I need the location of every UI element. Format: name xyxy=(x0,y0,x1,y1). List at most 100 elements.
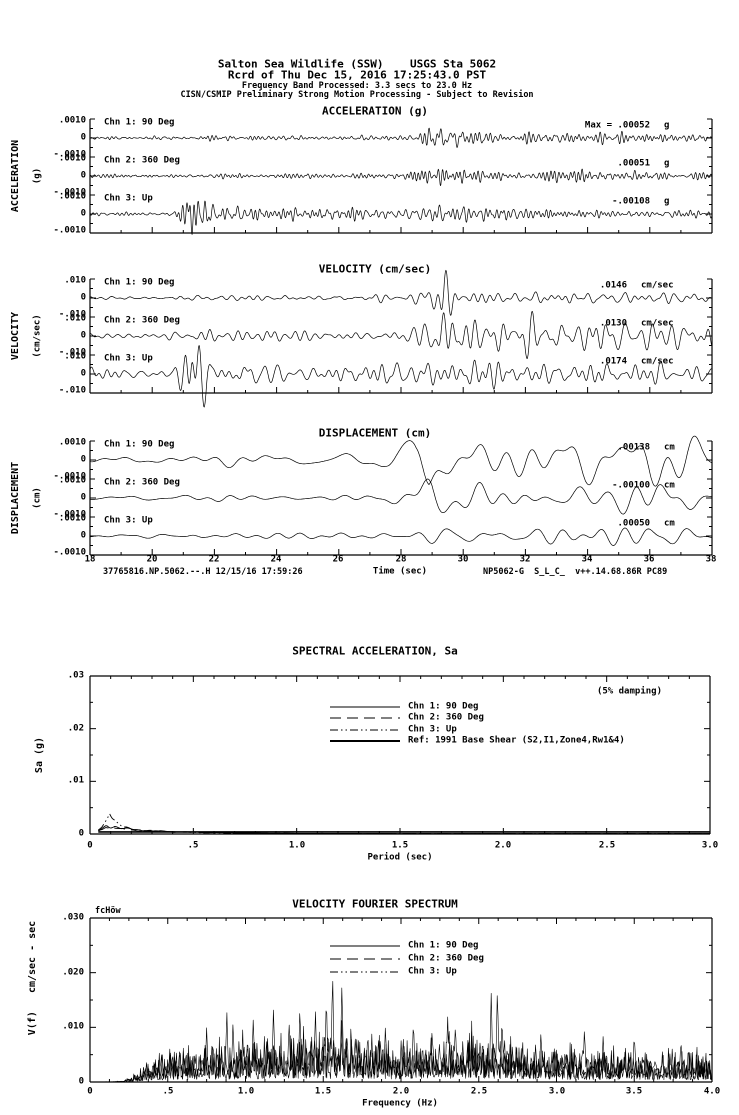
vel-ch3-ytick-bottom: -.010 xyxy=(58,385,86,396)
acc-ch1-max-unit: g xyxy=(664,120,670,131)
sa-legend-ch3: Chn 3: Up xyxy=(408,724,457,735)
time-tick-18: 18 xyxy=(84,554,96,565)
acc-ch2-ytick-bottom: -.0010 xyxy=(53,187,86,198)
disp-ch2-ytick-top: .0010 xyxy=(58,475,86,486)
station-title: Salton Sea Wildlife (SSW) USGS Sta 5062 xyxy=(217,57,497,71)
disp-ch2-ytick-zero: 0 xyxy=(80,492,86,503)
disp-ch2-max-value: -.00100 xyxy=(612,480,650,491)
sa-legend-ch2: Chn 2: 360 Deg xyxy=(408,712,484,723)
fourier-ytick-010: .010 xyxy=(62,1021,84,1032)
processing-note: CISN/CSMIP Preliminary Strong Motion Pro… xyxy=(180,89,534,100)
disp-ch1-ytick-zero: 0 xyxy=(80,454,86,465)
acc-ch2-label: Chn 2: 360 Deg xyxy=(104,155,180,166)
fourier-xtick-25: 2.5 xyxy=(470,1086,488,1097)
acceleration-section-title: ACCELERATION (g) xyxy=(322,104,428,118)
fourier-xlabel: Frequency (Hz) xyxy=(362,1098,438,1109)
fourier-legend-ch2: Chn 2: 360 Deg xyxy=(408,953,484,964)
time-tick-20: 20 xyxy=(146,554,158,565)
processing-version-footer: NP5062-G S_L_C_ v++.14.68.86R PC89 xyxy=(483,566,668,577)
disp-ch3-ytick-bottom: -.0010 xyxy=(53,547,86,558)
sa-ytick-03: .03 xyxy=(67,670,84,681)
acc-ch2-max-unit: g xyxy=(664,158,670,169)
acc-ch3-ytick-zero: 0 xyxy=(80,208,86,219)
acc-ch1-label: Chn 1: 90 Deg xyxy=(104,117,175,128)
vel-ch1-max-unit: cm/sec xyxy=(641,280,674,291)
sa-xlabel: Period (sec) xyxy=(367,852,433,863)
fourier-xtick-0: 0 xyxy=(87,1086,93,1097)
vel-ch2-ytick-top: .010 xyxy=(64,313,86,324)
fourier-legend-ch1: Chn 1: 90 Deg xyxy=(408,940,479,951)
vel-ch2-max-unit: cm/sec xyxy=(641,318,674,329)
displacement-section-title: DISPLACEMENT (cm) xyxy=(318,426,432,440)
sa-ytick-0: 0 xyxy=(78,828,84,839)
vel-ch3-ytick-zero: 0 xyxy=(80,368,86,379)
velocity-section-title: VELOCITY (cm/sec) xyxy=(318,262,432,276)
fourier-xtick-35: 3.5 xyxy=(625,1086,643,1097)
acc-ch3-label: Chn 3: Up xyxy=(104,193,153,204)
fourier-xtick-10: 1.0 xyxy=(237,1086,255,1097)
time-tick-24: 24 xyxy=(270,554,282,565)
fourier-legend-ch3: Chn 3: Up xyxy=(408,966,457,977)
vel-ch1-ytick-top: .010 xyxy=(64,275,86,286)
record-time-line: Rcrd of Thu Dec 15, 2016 17:25:43.0 PST xyxy=(227,68,487,82)
acc-ch3-max-value: -.00108 xyxy=(612,196,650,207)
disp-ch3-ytick-zero: 0 xyxy=(80,530,86,541)
acc-ch1-ytick-bottom: -.0010 xyxy=(53,149,86,160)
velocity-axis-label: VELOCITY xyxy=(10,311,21,361)
fourier-xtick-15: 1.5 xyxy=(314,1086,332,1097)
fourier-ytick-030: .030 xyxy=(62,912,84,923)
disp-ch1-ytick-bottom: -.0010 xyxy=(53,471,86,482)
time-tick-38: 38 xyxy=(705,554,717,565)
fourier-ytick-020: .020 xyxy=(62,967,84,978)
time-tick-30: 30 xyxy=(457,554,469,565)
acc-max-prefix: Max = xyxy=(584,120,612,131)
time-tick-22: 22 xyxy=(208,554,220,565)
acc-ch2-max-value: .00051 xyxy=(617,158,650,169)
acceleration-axis-label: ACCELERATION xyxy=(10,139,21,213)
sa-xtick-05: .5 xyxy=(187,840,199,851)
vel-ch1-max-value: .0146 xyxy=(599,280,627,291)
sa-xtick-10: 1.0 xyxy=(288,840,306,851)
fourier-xtick-40: 4.0 xyxy=(703,1086,721,1097)
sa-xtick-0: 0 xyxy=(87,840,93,851)
disp-ch3-label: Chn 3: Up xyxy=(104,515,153,526)
time-axis-label: Time (sec) xyxy=(372,566,428,577)
sa-plot-title: SPECTRAL ACCELERATION, Sa xyxy=(292,644,458,658)
time-tick-26: 26 xyxy=(332,554,344,565)
acc-ch1-max-value: .00052 xyxy=(617,120,650,131)
displacement-axis-unit: (cm) xyxy=(32,487,43,509)
disp-ch1-label: Chn 1: 90 Deg xyxy=(104,439,175,450)
time-tick-34: 34 xyxy=(581,554,593,565)
disp-ch1-max-value: .00138 xyxy=(617,442,650,453)
vel-ch2-ytick-zero: 0 xyxy=(80,330,86,341)
fourier-xtick-30: 3.0 xyxy=(548,1086,566,1097)
vel-ch3-max-value: .0174 xyxy=(599,356,627,367)
disp-ch3-ytick-top: .0010 xyxy=(58,513,86,524)
time-tick-36: 36 xyxy=(643,554,655,565)
record-id-footer: 37765816.NP.5062.--.H 12/15/16 17:59:26 xyxy=(103,566,303,577)
sa-xtick-30: 3.0 xyxy=(701,840,719,851)
sa-damping-note: (5% damping) xyxy=(596,686,662,697)
vel-ch3-ytick-top: .010 xyxy=(64,351,86,362)
time-tick-32: 32 xyxy=(519,554,531,565)
sa-legend-ch1: Chn 1: 90 Deg xyxy=(408,701,479,712)
acc-ch2-ytick-top: .0010 xyxy=(58,153,86,164)
sa-xtick-15: 1.5 xyxy=(391,840,409,851)
sa-ytick-02: .02 xyxy=(67,723,84,734)
acc-ch3-ytick-top: .0010 xyxy=(58,191,86,202)
fourier-ylabel: V(f) cm/sec - sec xyxy=(27,920,38,1036)
sa-legend-ref: Ref: 1991 Base Shear (S2,I1,Zone4,Rw1&4) xyxy=(408,735,625,746)
sa-ylabel: Sa (g) xyxy=(34,736,45,774)
vel-ch3-max-unit: cm/sec xyxy=(641,356,674,367)
disp-ch3-max-unit: cm xyxy=(664,518,675,529)
fourier-plot-title: VELOCITY FOURIER SPECTRUM xyxy=(292,897,458,911)
frequency-band-line: Frequency Band Processed: 3.3 secs to 23… xyxy=(241,80,473,91)
vel-ch3-label: Chn 3: Up xyxy=(104,353,153,364)
vel-ch2-ytick-bottom: -.010 xyxy=(58,347,86,358)
sa-ytick-01: .01 xyxy=(67,775,84,786)
velocity-axis-unit: (cm/sec) xyxy=(32,314,43,358)
sa-xtick-25: 2.5 xyxy=(598,840,616,851)
fourier-xtick-05: .5 xyxy=(162,1086,174,1097)
